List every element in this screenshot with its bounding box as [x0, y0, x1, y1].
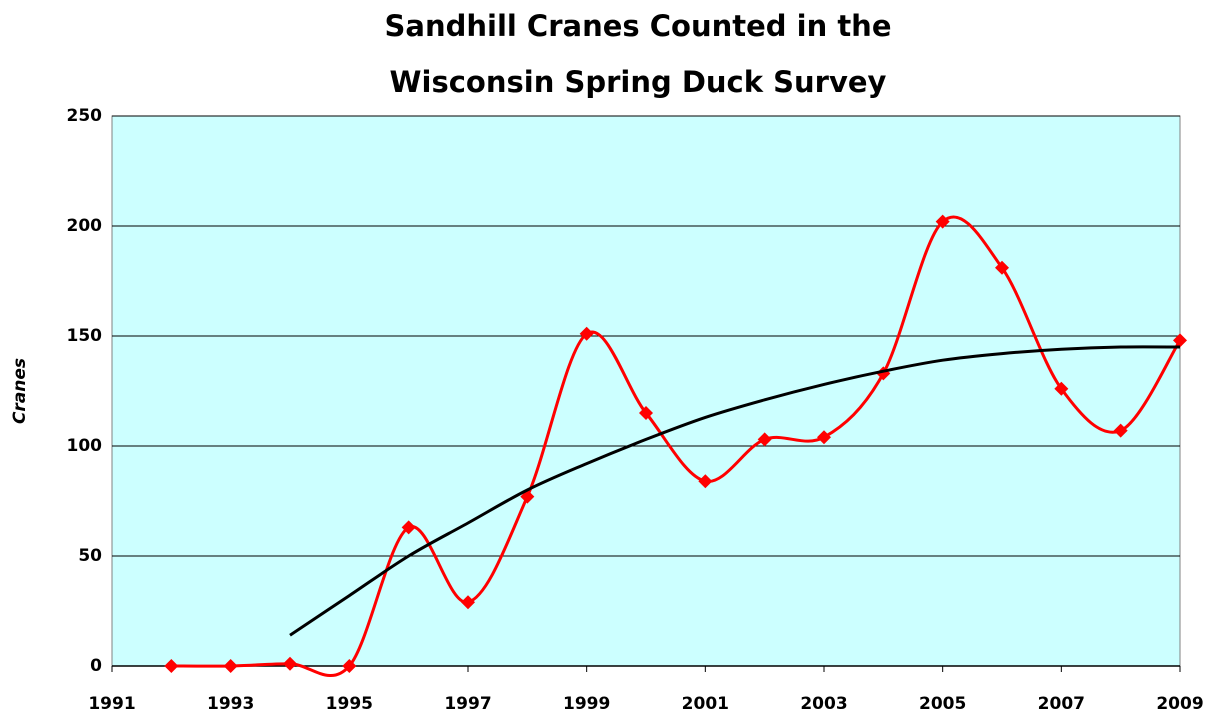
x-tick-label: 2007	[1038, 694, 1085, 714]
data-marker	[935, 214, 950, 229]
x-tick-label: 1991	[88, 694, 135, 714]
x-tick-label: 1995	[326, 694, 373, 714]
y-tick-label: 50	[78, 546, 102, 566]
plot-area	[111, 115, 1181, 667]
data-marker	[639, 406, 653, 420]
y-tick-label: 0	[90, 656, 102, 676]
x-tick-label: 2003	[800, 694, 847, 714]
x-tick-label: 2001	[682, 694, 729, 714]
data-marker	[757, 432, 772, 447]
y-tick-label: 200	[67, 216, 103, 236]
data-marker	[817, 430, 831, 445]
data-marker	[579, 326, 594, 341]
y-tick-label: 150	[67, 326, 103, 346]
data-marker	[223, 659, 238, 673]
x-tick-label: 2009	[1156, 694, 1203, 714]
x-tick-label: 1997	[444, 694, 491, 714]
data-marker	[1113, 423, 1128, 438]
chart-title: Sandhill Cranes Counted in the	[385, 9, 892, 43]
data-marker	[995, 260, 1009, 275]
series-line	[289, 345, 1181, 637]
data-marker	[283, 656, 297, 671]
x-tick-label: 1993	[207, 694, 254, 714]
x-tick-label: 1999	[563, 694, 610, 714]
data-marker	[401, 520, 416, 535]
y-tick-label: 100	[67, 436, 103, 456]
data-marker	[1173, 333, 1187, 348]
data-marker	[164, 659, 179, 673]
data-marker	[1054, 381, 1069, 396]
data-marker	[698, 474, 713, 489]
data-marker	[342, 659, 357, 673]
x-tick-label: 2005	[919, 694, 966, 714]
series-line	[171, 215, 1182, 678]
y-axis-label: Cranes	[10, 358, 30, 424]
data-marker	[461, 595, 475, 610]
chart-title: Wisconsin Spring Duck Survey	[390, 65, 887, 99]
y-tick-label: 250	[67, 106, 103, 126]
